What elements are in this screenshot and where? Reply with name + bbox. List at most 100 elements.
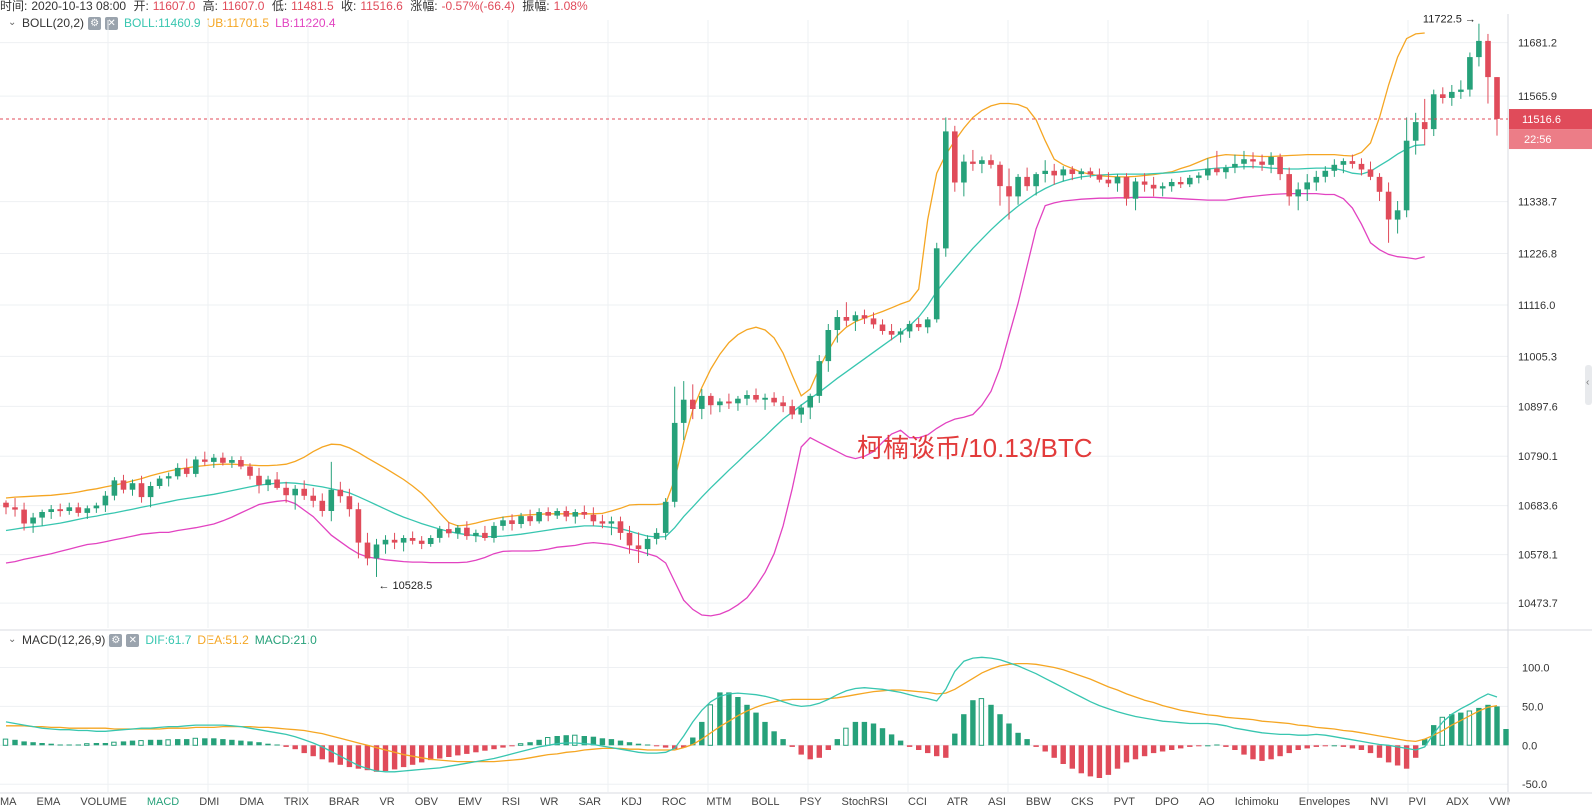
- last-price-label: 11516.6: [1522, 114, 1561, 126]
- side-scroll-handle[interactable]: ‹: [1585, 365, 1592, 405]
- candle-body: [1123, 176, 1130, 199]
- candle-body: [455, 527, 461, 534]
- indicator-tab-ao[interactable]: AO: [1198, 796, 1215, 808]
- gear-icon[interactable]: ⚙: [109, 633, 123, 647]
- macd-histogram-bar: [382, 745, 389, 771]
- macd-histogram-bar: [364, 745, 371, 771]
- candle-body: [1440, 94, 1446, 98]
- macd-histogram-bar: [1205, 745, 1211, 747]
- candle-body: [482, 532, 488, 538]
- candle-body: [1196, 175, 1202, 178]
- indicator-tab-ma[interactable]: MA: [0, 796, 17, 808]
- candle-body: [473, 532, 479, 537]
- open-value: 11607.0: [152, 0, 196, 13]
- indicator-tab-mtm[interactable]: MTM: [706, 796, 732, 808]
- macd-histogram-bar: [93, 743, 100, 746]
- candle-body: [933, 248, 940, 320]
- candle-body: [1114, 176, 1121, 184]
- indicator-tab-atr[interactable]: ATR: [946, 796, 969, 808]
- candle-body: [12, 507, 18, 510]
- indicator-tab-rsi[interactable]: RSI: [501, 796, 521, 808]
- indicator-tab-dmi[interactable]: DMI: [199, 796, 220, 808]
- macd-histogram-bar: [1503, 729, 1509, 746]
- indicator-tab-kdj[interactable]: KDJ: [621, 796, 642, 808]
- indicator-tab-cks[interactable]: CKS: [1070, 796, 1094, 808]
- indicator-tab-roc[interactable]: ROC: [661, 796, 687, 808]
- indicator-tab-boll[interactable]: BOLL: [751, 796, 780, 808]
- close-icon[interactable]: ✕: [126, 633, 140, 647]
- macd-histogram-bar: [129, 740, 136, 746]
- close-value: 11516.6: [360, 0, 403, 13]
- candle-body: [726, 401, 732, 404]
- indicator-tab-stochrsi[interactable]: StochRSI: [841, 796, 889, 808]
- macd-histogram-bar: [1449, 714, 1455, 746]
- macd-histogram-bar: [970, 700, 976, 746]
- macd-histogram-bar: [229, 739, 235, 746]
- macd-histogram-bar: [563, 735, 569, 746]
- indicator-tab-sar[interactable]: SAR: [578, 796, 602, 808]
- indicator-tab-obv[interactable]: OBV: [414, 796, 438, 808]
- chevron-down-icon[interactable]: ⌄: [8, 17, 17, 28]
- indicator-tab-bbw[interactable]: BBW: [1025, 796, 1051, 808]
- indicator-tab-dma[interactable]: DMA: [239, 796, 264, 808]
- boll-mid-value: BOLL:11460.9: [124, 16, 201, 30]
- macd-histogram-bar: [1268, 745, 1274, 760]
- candle-body: [355, 509, 362, 543]
- indicator-tab-ichimoku[interactable]: Ichimoku: [1234, 796, 1279, 808]
- indicator-tab-brar[interactable]: BRAR: [328, 796, 360, 808]
- candle-body: [75, 507, 82, 513]
- indicator-tab-cci[interactable]: CCI: [908, 796, 927, 808]
- indicator-tab-pvi[interactable]: PVI: [1408, 796, 1427, 808]
- candle-body: [21, 509, 27, 524]
- indicator-tab-trix[interactable]: TRIX: [283, 796, 309, 808]
- candle-body: [57, 509, 63, 512]
- indicator-tab-volume[interactable]: VOLUME: [80, 796, 127, 808]
- indicator-tab-ema[interactable]: EMA: [36, 796, 61, 808]
- indicator-tab-envelopes[interactable]: Envelopes: [1298, 796, 1351, 808]
- macd-histogram-bar: [1214, 744, 1220, 746]
- macd-histogram-bar: [1033, 745, 1039, 747]
- candle-body: [1033, 174, 1039, 187]
- candle-body: [861, 315, 868, 319]
- candle-body: [93, 505, 100, 509]
- boll-lower-band-line: [5, 192, 1425, 617]
- macd-histogram-bar: [373, 745, 380, 772]
- candle-body: [852, 315, 859, 321]
- macd-histogram-bar: [1051, 745, 1057, 758]
- candle-body: [229, 460, 235, 463]
- candle-body: [653, 532, 660, 539]
- indicator-tab-vwma[interactable]: VWMA: [1488, 796, 1510, 808]
- indicator-tab-dpo[interactable]: DPO: [1154, 796, 1179, 808]
- candle-body: [337, 489, 344, 497]
- candle-body: [1087, 171, 1094, 175]
- macd-histogram-bar: [473, 745, 479, 753]
- macd-histogram-bar: [1169, 745, 1175, 750]
- indicator-tab-vr[interactable]: VR: [379, 796, 395, 808]
- indicator-tab-adx[interactable]: ADX: [1446, 796, 1469, 808]
- change-label: 涨幅:: [410, 0, 438, 13]
- low-label: 低:: [271, 0, 288, 13]
- candle-body: [545, 512, 551, 516]
- indicator-tab-psy[interactable]: PSY: [799, 796, 822, 808]
- candle-body: [1304, 182, 1310, 190]
- candle-body: [138, 483, 145, 498]
- candle-body: [1313, 176, 1320, 183]
- indicator-tab-macd[interactable]: MACD: [146, 796, 180, 808]
- gear-icon[interactable]: ⚙: [88, 16, 102, 30]
- candle-body: [1069, 169, 1076, 174]
- candle-body: [1421, 122, 1428, 130]
- indicator-tab-pvt[interactable]: PVT: [1113, 796, 1135, 808]
- macd-dea-line: [6, 662, 1498, 763]
- macd-histogram-bar: [798, 745, 804, 755]
- indicator-tab-nvi[interactable]: NVI: [1370, 796, 1389, 808]
- macd-histogram-bar: [30, 742, 36, 746]
- indicator-tab-asi[interactable]: ASI: [988, 796, 1006, 808]
- change-value: -0.57%(-66.4): [441, 0, 515, 13]
- chevron-down-icon[interactable]: ⌄: [8, 634, 17, 645]
- indicator-tab-wr[interactable]: WR: [540, 796, 559, 808]
- macd-histogram-bar: [156, 739, 163, 746]
- candle-body: [1322, 170, 1329, 177]
- indicator-tab-emv[interactable]: EMV: [457, 796, 482, 808]
- candle-body: [238, 460, 244, 467]
